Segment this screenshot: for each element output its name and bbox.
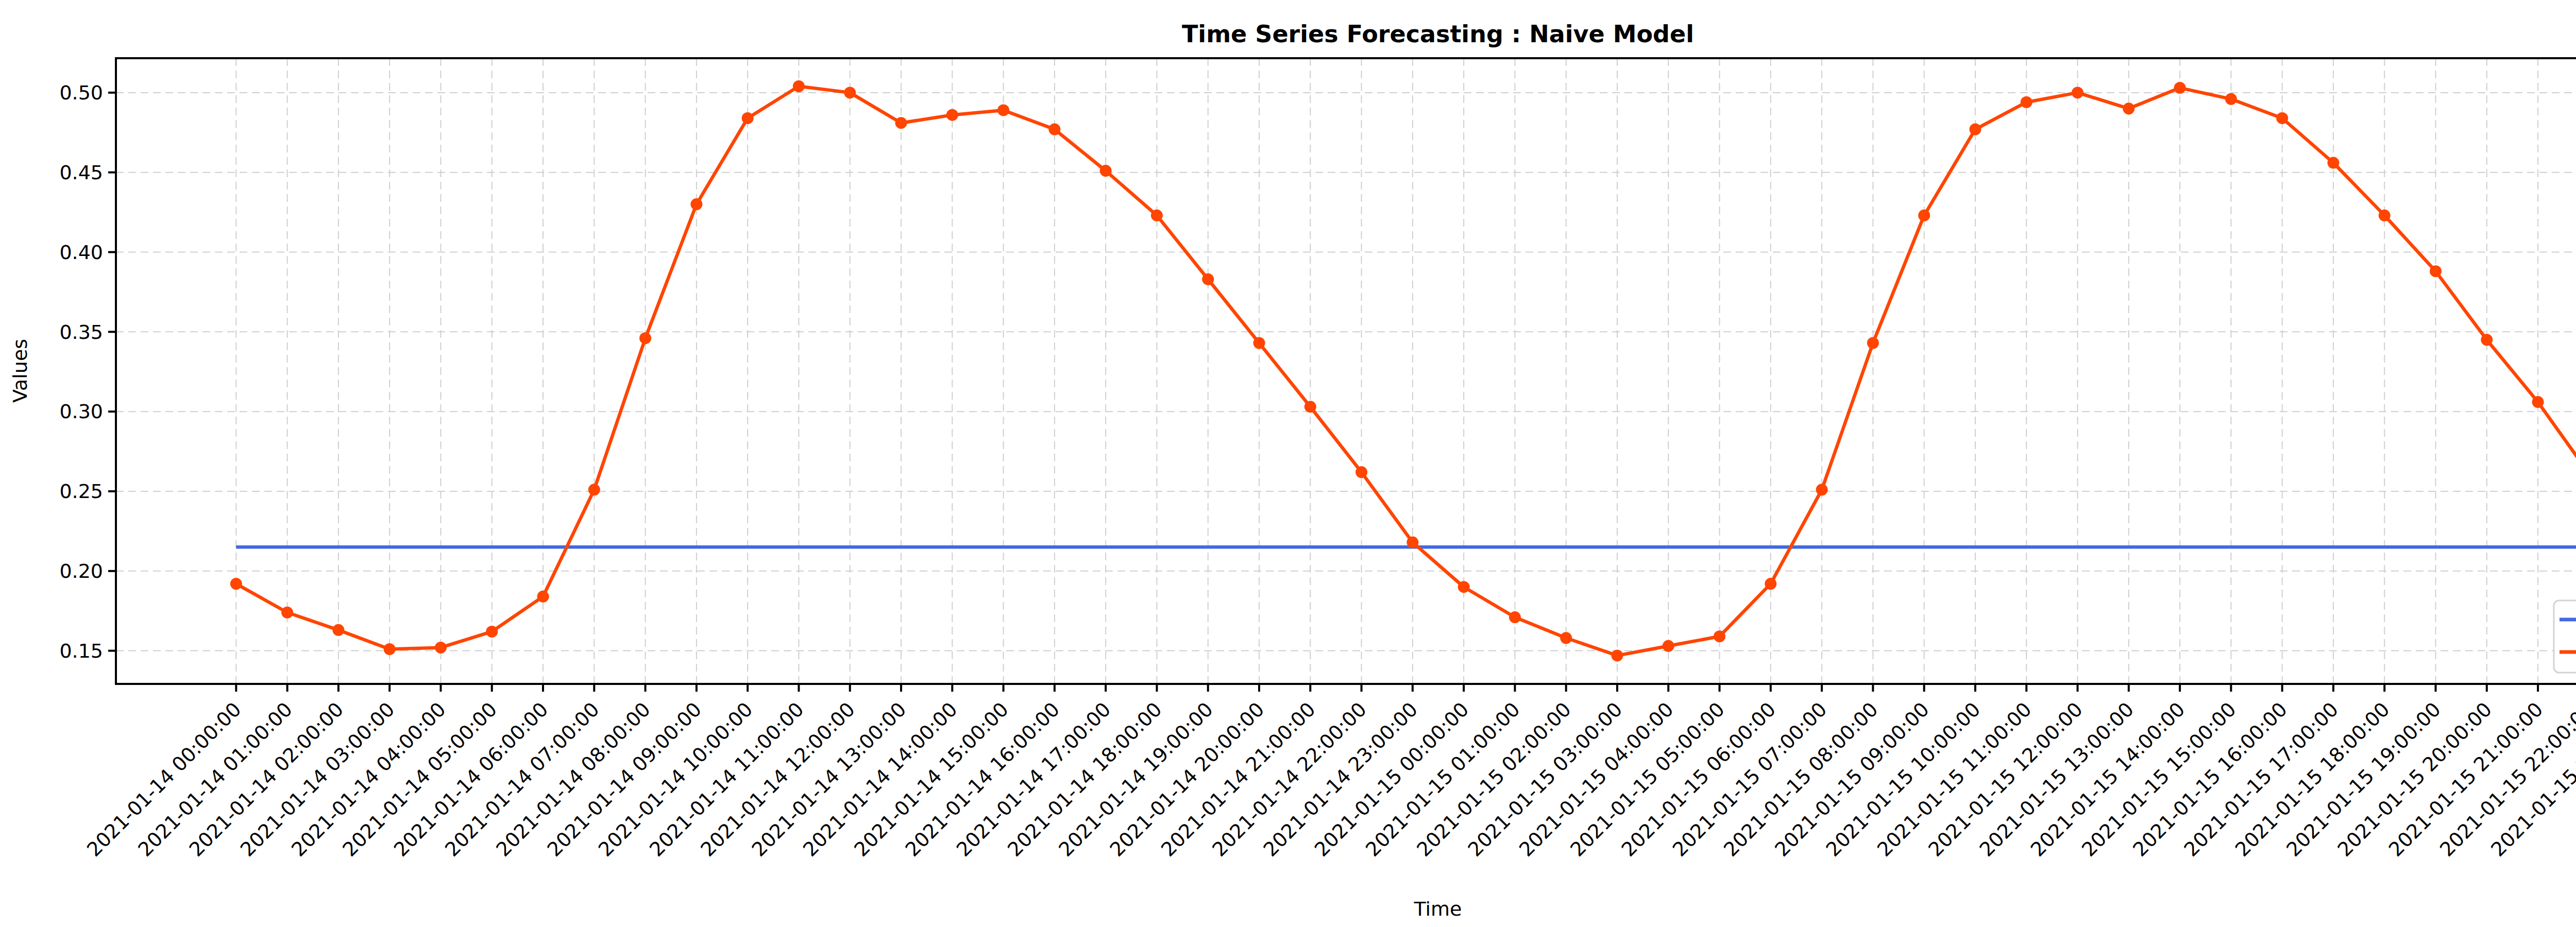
y-tick-label: 0.50 <box>59 81 103 104</box>
axes-frame <box>116 58 2576 684</box>
data-point <box>1816 484 1828 495</box>
data-point <box>1458 581 1470 593</box>
data-point <box>1048 124 1060 135</box>
chart-title: Time Series Forecasting : Naive Model <box>1182 20 1694 48</box>
series-lines <box>230 80 2576 661</box>
data-point <box>588 484 600 495</box>
data-point <box>2225 93 2237 105</box>
chart-figure: 0.150.200.250.300.350.400.450.502021-01-… <box>0 0 2576 927</box>
x-axis-label: Time <box>1414 898 1462 920</box>
data-point <box>690 198 702 210</box>
data-point <box>1663 640 1674 652</box>
data-point <box>1714 630 1725 642</box>
data-point <box>1202 273 1214 285</box>
legend: PredictionsActuals <box>2554 600 2576 673</box>
data-point <box>2327 157 2339 169</box>
data-point <box>230 578 242 590</box>
data-point <box>2174 82 2186 94</box>
data-point <box>1509 611 1521 623</box>
data-point <box>1151 210 1163 221</box>
y-tick-label: 0.20 <box>59 560 103 582</box>
data-point <box>435 642 447 654</box>
time-series-chart: 0.150.200.250.300.350.400.450.502021-01-… <box>0 0 2576 927</box>
data-point <box>1304 401 1316 413</box>
y-axis-label: Values <box>9 339 31 403</box>
data-point <box>1253 337 1265 349</box>
data-point <box>793 80 805 92</box>
y-tick-label: 0.15 <box>59 640 103 662</box>
data-point <box>2481 334 2493 346</box>
data-point <box>1918 210 1930 221</box>
actuals-line <box>236 86 2576 655</box>
data-point <box>2123 102 2134 114</box>
data-point <box>2276 112 2288 124</box>
data-point <box>2430 265 2442 277</box>
data-point <box>384 643 396 655</box>
y-tick-label: 0.25 <box>59 480 103 503</box>
data-point <box>1969 124 1981 135</box>
y-tick-label: 0.30 <box>59 400 103 423</box>
data-point <box>486 626 498 638</box>
data-point <box>1867 337 1879 349</box>
data-point <box>2072 87 2083 98</box>
data-point <box>281 607 293 619</box>
data-point <box>997 104 1009 116</box>
data-point <box>1355 466 1367 478</box>
data-point <box>844 87 856 98</box>
data-point <box>895 117 907 129</box>
data-point <box>332 624 344 636</box>
plot-border <box>116 58 2576 684</box>
data-point <box>1560 632 1572 644</box>
data-point <box>2021 96 2032 108</box>
data-point <box>742 112 754 124</box>
data-point <box>537 591 549 603</box>
data-point <box>639 332 651 344</box>
legend-box <box>2554 600 2576 673</box>
data-point <box>1100 165 1112 177</box>
y-tick-label: 0.45 <box>59 161 103 184</box>
data-point <box>1765 578 1776 590</box>
y-tick-label: 0.40 <box>59 241 103 264</box>
y-tick-label: 0.35 <box>59 321 103 344</box>
axis-ticks: 0.150.200.250.300.350.400.450.502021-01-… <box>59 81 2576 861</box>
data-point <box>1406 537 1418 548</box>
data-point <box>1611 649 1623 661</box>
data-point <box>2379 210 2391 221</box>
data-point <box>946 109 958 121</box>
gridlines <box>116 58 2576 684</box>
data-point <box>2532 396 2544 408</box>
